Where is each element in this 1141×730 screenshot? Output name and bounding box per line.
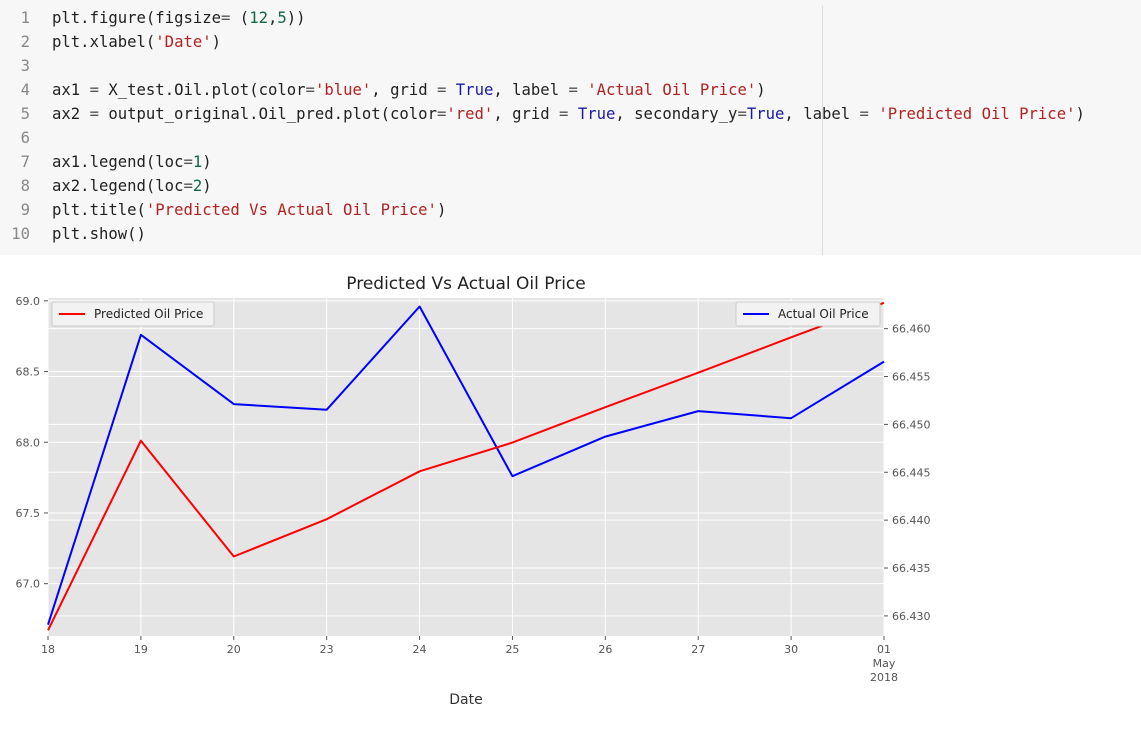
legend-label-actual: Actual Oil Price [778,307,869,321]
y-tick-label-right: 66.460 [892,323,931,336]
line-number: 2 [20,33,30,51]
code-cell[interactable]: 1 plt.figure(figsize= (12,5)) 2 plt.xlabel(… [0,0,1141,255]
line-number: 8 [20,177,30,195]
ruler-line [822,6,823,255]
code-line: 4 ax1 = X_test.Oil.plot(color='blue', gri… [0,78,766,102]
y-tick-label-right: 66.445 [892,466,931,479]
x-tick-label: 25 [505,643,519,656]
x-tick-label: 18 [41,643,55,656]
code-line: 3 [0,54,52,78]
code-line: 6 [0,126,52,150]
x-axis-label: Date [449,692,482,708]
line-number: 10 [11,225,30,243]
legend-actual: Actual Oil Price [735,301,881,327]
x-tick-label: 30 [784,643,798,656]
code-text: plt.xlabel('Date') [52,33,222,51]
line-number: 1 [20,9,30,27]
x-tick-sublabel: 2018 [870,671,898,684]
code-text: ax2 = output_original.Oil_pred.plot(colo… [52,105,1085,123]
code-text: ax1.legend(loc=1) [52,153,212,171]
y-tick-label-right: 66.435 [892,562,931,575]
x-tick-label: 23 [320,643,334,656]
code-line: 8 ax2.legend(loc=2) [0,174,212,198]
y-tick-label-left: 69.0 [16,295,41,308]
chart-title: Predicted Vs Actual Oil Price [346,274,585,294]
x-tick-label: 27 [691,643,705,656]
y-tick-label-left: 67.0 [16,578,41,591]
y-tick-label-left: 67.5 [16,507,41,520]
line-number: 7 [20,153,30,171]
y-tick-label-right: 66.450 [892,418,931,431]
line-number: 3 [20,57,30,75]
series-line-actual [47,305,885,626]
chart: Predicted Vs Actual Oil Price 18 19 20 23 24… [16,274,931,708]
y-tick-label-left: 68.0 [16,436,41,449]
code-line: 9 plt.title('Predicted Vs Actual Oil Pric… [0,198,447,222]
code-text: ax2.legend(loc=2) [52,177,212,195]
y-tick-label-right: 66.430 [892,610,931,623]
code-line: 5 ax2 = output_original.Oil_pred.plot(col… [0,102,1085,126]
line-number: 6 [20,129,30,147]
x-tick-label: 20 [227,643,241,656]
y-tick-label-right: 66.440 [892,514,931,527]
x-tick-label: 26 [598,643,612,656]
series-lines [47,301,885,631]
x-tick-label: 01 [877,643,891,656]
code-text: plt.show() [52,225,146,243]
line-number: 5 [20,105,30,123]
code-line: 1 plt.figure(figsize= (12,5)) [0,6,306,30]
line-number: 9 [20,201,30,219]
code-text: plt.title('Predicted Vs Actual Oil Price… [52,201,447,219]
code-text: ax1 = X_test.Oil.plot(color='blue', grid… [52,81,766,99]
line-number: 4 [20,81,30,99]
y-tick-label-left: 68.5 [16,366,41,379]
x-tick-label: 19 [134,643,148,656]
grid [47,298,885,636]
series-line-predicted [47,301,885,631]
legend-predicted: Predicted Oil Price [51,301,215,327]
code-line: 7 ax1.legend(loc=1) [0,150,212,174]
code-line: 2 plt.xlabel('Date') [0,30,221,54]
legend-label-predicted: Predicted Oil Price [94,307,203,321]
y-tick-label-right: 66.455 [892,371,931,384]
x-tick-sublabel: May [873,657,896,670]
x-tick-label: 24 [413,643,427,656]
code-text: plt.figure(figsize= (12,5)) [52,9,306,27]
code-line: 10 plt.show() [0,222,146,246]
